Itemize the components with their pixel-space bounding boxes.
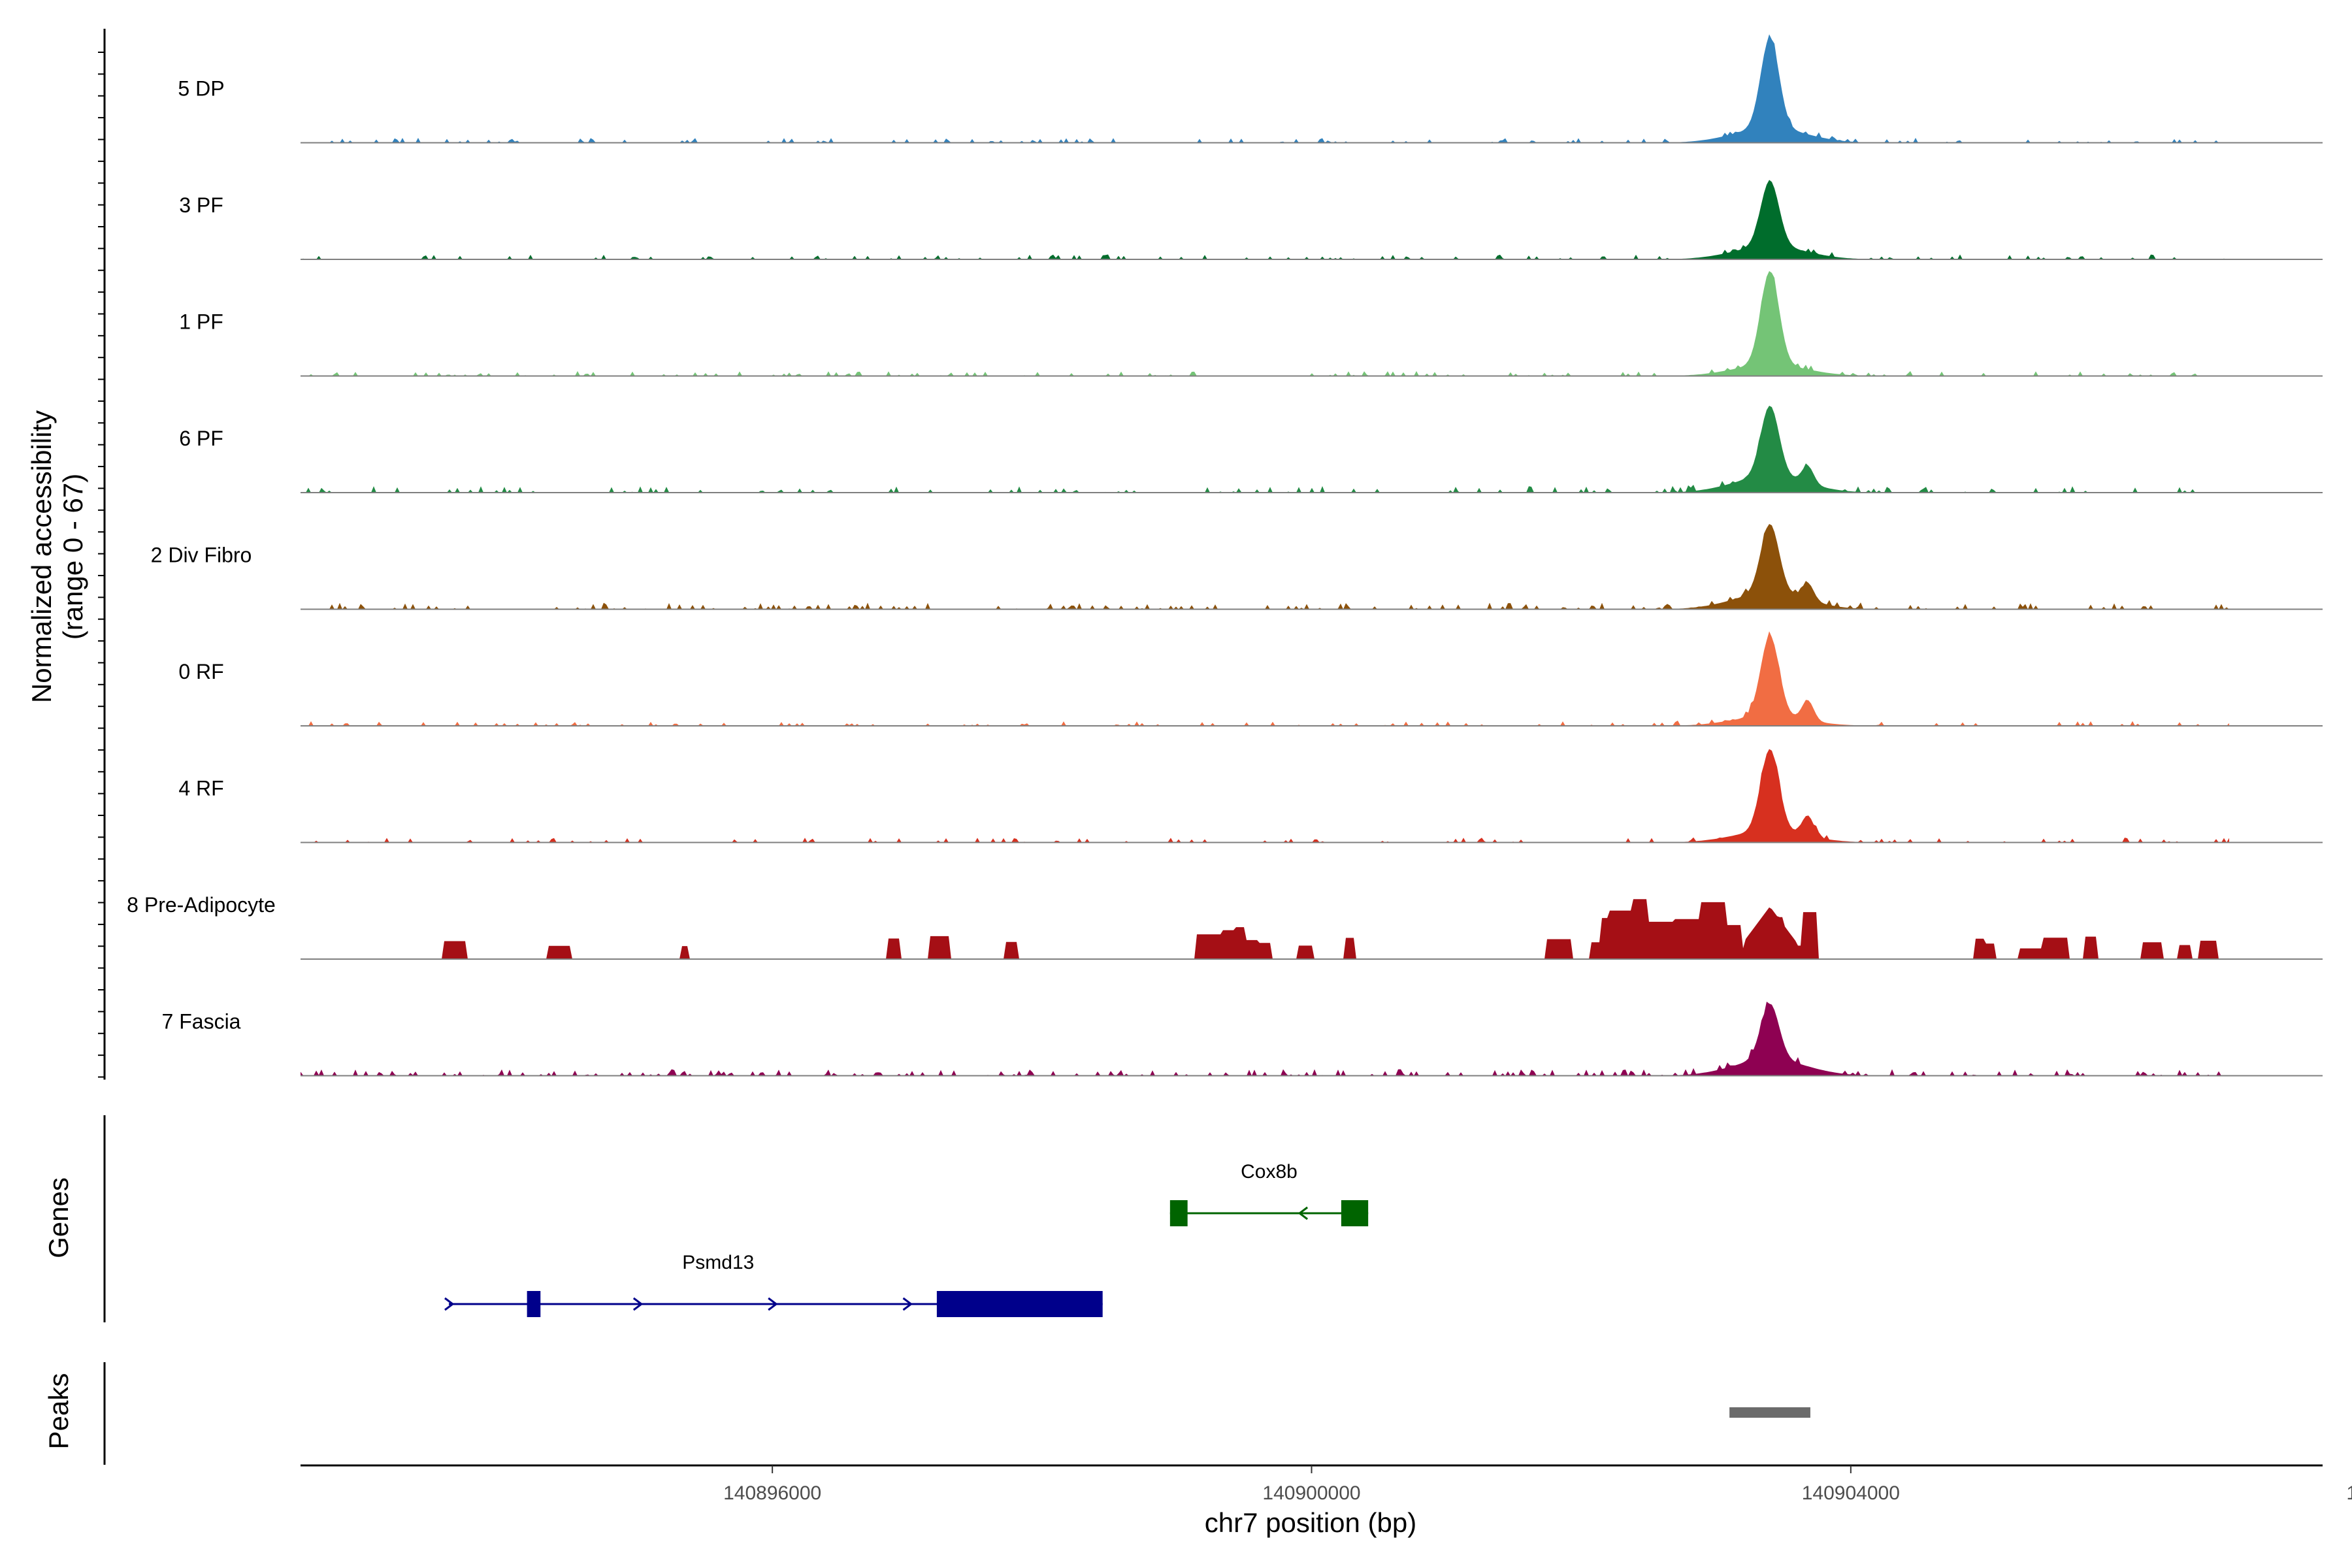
peaks-panel-title: Peaks [43, 1373, 74, 1450]
gene-psmd13-label: Psmd13 [682, 1252, 754, 1273]
coverage-area-7-fascia [301, 1002, 2229, 1076]
genes-group: Psmd13 Cox8b [444, 1161, 1369, 1317]
genes-panel-title: Genes [43, 1177, 74, 1258]
track-label: 5 DP [178, 77, 224, 101]
gene-cox8b-strand-arrow [1298, 1206, 1309, 1220]
x-tick-label: 14090800 [2346, 1482, 2352, 1504]
y-axis-title-line2: (range 0 - 67) [57, 474, 88, 640]
gene-cox8b-exon [1169, 1200, 1188, 1226]
x-tick-label: 140904000 [1802, 1482, 1900, 1504]
peaks-group [1729, 1407, 1810, 1418]
tracks-group: 5 DP 3 PF 1 PF 6 PF 2 Div Fibro 0 RF 4 RF 8 Pre… [127, 34, 2323, 1077]
coverage-area-3-pf [301, 180, 2229, 259]
track-label: 2 Div Fibro [151, 544, 252, 567]
track-label: 4 RF [178, 777, 223, 800]
coverage-area-0-rf [301, 631, 2229, 726]
track-label: 1 PF [179, 310, 223, 334]
gene-psmd13-exon [527, 1291, 541, 1317]
coverage-area-5-dp [301, 34, 2229, 143]
coverage-area-8-pre-adipocyte [301, 899, 2229, 959]
gene-psmd13-exon [936, 1291, 1103, 1317]
axes-group: 140896000 140900000 140904000 14090800 [98, 29, 2352, 1504]
track-label: 7 Fascia [162, 1010, 241, 1034]
gene-psmd13-strand-arrow [444, 1297, 455, 1311]
coverage-area-2-div-fibro [301, 524, 2229, 610]
gene-cox8b-label: Cox8b [1241, 1161, 1298, 1183]
peak-region [1729, 1407, 1810, 1418]
track-label: 3 PF [179, 193, 223, 217]
gene-psmd13-strand-arrow [632, 1297, 644, 1311]
x-axis-title: chr7 position (bp) [1205, 1507, 1417, 1538]
gene-psmd13-strand-arrow [768, 1297, 778, 1311]
track-label: 0 RF [178, 660, 223, 683]
x-tick-label: 140900000 [1262, 1482, 1360, 1504]
coverage-area-6-pf [301, 406, 2229, 493]
coverage-area-4-rf [301, 749, 2229, 843]
gene-psmd13-strand-arrow [902, 1297, 913, 1311]
track-label: 6 PF [179, 427, 223, 450]
y-axis-title-line1: Normalized accessibility [26, 410, 57, 703]
x-tick-label: 140896000 [723, 1482, 821, 1504]
track-label: 8 Pre-Adipocyte [127, 893, 276, 917]
coverage-area-1-pf [301, 270, 2229, 376]
gene-cox8b-exon [1341, 1200, 1369, 1226]
